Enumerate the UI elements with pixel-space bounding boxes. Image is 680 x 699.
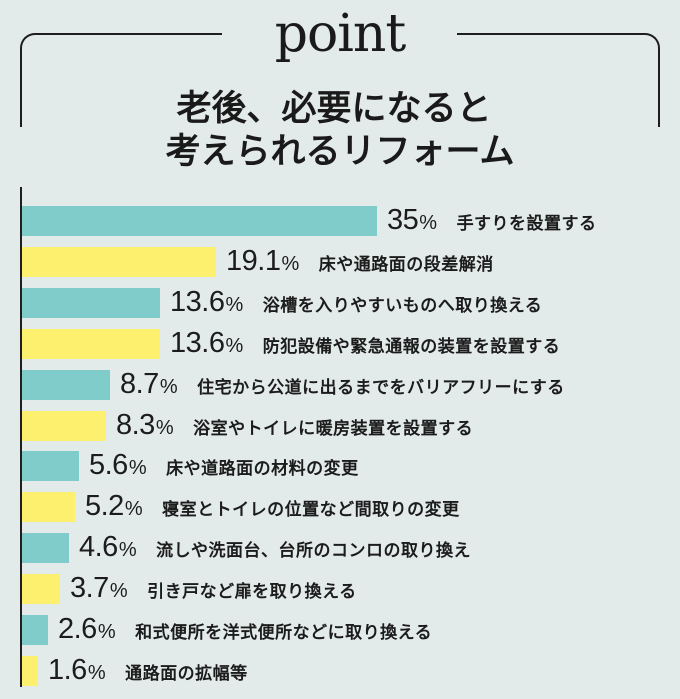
- percent-sign: %: [225, 293, 243, 316]
- bar: [22, 206, 377, 236]
- bar-value-number: 13.6: [170, 285, 225, 318]
- bar: [22, 574, 60, 604]
- chart-title: 老後、必要になると 考えられるリフォーム: [0, 88, 680, 174]
- bar-value-label: 19.1%: [226, 246, 299, 279]
- bar-category-label: 浴室やトイレに暖房装置を設置する: [193, 418, 474, 439]
- percent-sign: %: [225, 334, 243, 357]
- percent-sign: %: [419, 211, 437, 234]
- bar-category-label: 手すりを設置する: [456, 213, 597, 234]
- bar-value-label: 4.6%: [79, 530, 137, 565]
- bar-category-label: 浴槽を入りやすいものへ取り換える: [262, 295, 543, 316]
- bar-value-label: 3.7%: [70, 571, 128, 606]
- bar: [22, 288, 160, 318]
- point-heading: point: [274, 4, 407, 64]
- bar-row: 35% 手すりを設置する: [22, 205, 597, 238]
- bar-value-label: 5.6%: [89, 448, 147, 483]
- bar-category-label: 寝室とトイレの位置など間取りの変更: [162, 499, 460, 520]
- bar-value-number: 3.7: [70, 571, 109, 604]
- bar-category-label: 床や通路面の段差解消: [318, 254, 494, 275]
- bar-value-number: 13.6: [170, 326, 225, 359]
- bar-category-label: 引き戸など扉を取り換える: [147, 581, 357, 602]
- percent-sign: %: [97, 620, 116, 643]
- bar-category-label: 通路面の拡幅等: [125, 663, 248, 684]
- bar: [22, 370, 110, 400]
- bar-row: 8.3% 浴室やトイレに暖房装置を設置する: [22, 408, 474, 443]
- bar-value-number: 2.6: [58, 612, 97, 645]
- bar-value-number: 8.3: [116, 408, 155, 441]
- bar: [22, 656, 38, 686]
- bar-value-number: 35: [387, 203, 419, 236]
- bar-category-label: 和式便所を洋式便所などに取り換える: [135, 622, 433, 643]
- bar: [22, 533, 69, 563]
- bar-row: 1.6% 通路面の拡幅等: [22, 653, 248, 688]
- percent-sign: %: [118, 538, 137, 561]
- bar-value-number: 1.6: [48, 653, 87, 686]
- percent-sign: %: [155, 416, 174, 439]
- bar-value-label: 13.6%: [170, 328, 243, 361]
- bar-value-label: 8.7%: [120, 367, 178, 402]
- bar-row: 3.7% 引き戸など扉を取り換える: [22, 571, 357, 606]
- bar-category-label: 流しや洗面台、台所のコンロの取り換え: [156, 540, 471, 561]
- frame-right-bracket: [457, 33, 660, 127]
- frame-left-bracket: [20, 33, 222, 127]
- bar-value-label: 13.6%: [170, 287, 243, 320]
- bar-row: 13.6% 浴槽を入りやすいものへ取り換える: [22, 287, 543, 320]
- bar-value-number: 5.2: [85, 489, 124, 522]
- percent-sign: %: [124, 497, 143, 520]
- bar: [22, 451, 79, 481]
- bar-row: 5.6% 床や道路面の材料の変更: [22, 448, 359, 483]
- bar-category-label: 防犯設備や緊急通報の装置を設置する: [262, 336, 561, 357]
- bar-row: 8.7% 住宅から公道に出るまでをバリアフリーにする: [22, 367, 565, 402]
- bar-value-label: 35%: [387, 205, 437, 238]
- bar-category-label: 住宅から公道に出るまでをバリアフリーにする: [197, 377, 565, 398]
- bar-value-number: 19.1: [226, 244, 281, 277]
- bar-row: 4.6% 流しや洗面台、台所のコンロの取り換え: [22, 530, 471, 565]
- bar: [22, 329, 160, 359]
- bar: [22, 411, 106, 441]
- bar-row: 5.2% 寝室とトイレの位置など間取りの変更: [22, 489, 460, 524]
- y-axis-line: [20, 187, 22, 687]
- bar-value-number: 4.6: [79, 530, 118, 563]
- bar-row: 13.6% 防犯設備や緊急通報の装置を設置する: [22, 328, 561, 361]
- bar-value-number: 5.6: [89, 448, 128, 481]
- percent-sign: %: [281, 252, 299, 275]
- bar-value-label: 8.3%: [116, 408, 174, 443]
- percent-sign: %: [87, 661, 106, 684]
- bar-row: 2.6% 和式便所を洋式便所などに取り換える: [22, 612, 433, 647]
- bar: [22, 247, 216, 277]
- chart-title-line-1: 老後、必要になると: [176, 89, 492, 129]
- percent-sign: %: [128, 456, 147, 479]
- bar-value-number: 8.7: [120, 367, 159, 400]
- bar-category-label: 床や道路面の材料の変更: [166, 458, 359, 479]
- bar-value-label: 1.6%: [48, 653, 106, 688]
- bar-value-label: 5.2%: [85, 489, 143, 524]
- bar: [22, 615, 48, 645]
- percent-sign: %: [109, 579, 128, 602]
- bar-row: 19.1% 床や通路面の段差解消: [22, 246, 494, 279]
- bar-value-label: 2.6%: [58, 612, 116, 647]
- bar: [22, 492, 75, 522]
- percent-sign: %: [159, 375, 178, 398]
- chart-title-line-2: 考えられるリフォーム: [165, 132, 515, 172]
